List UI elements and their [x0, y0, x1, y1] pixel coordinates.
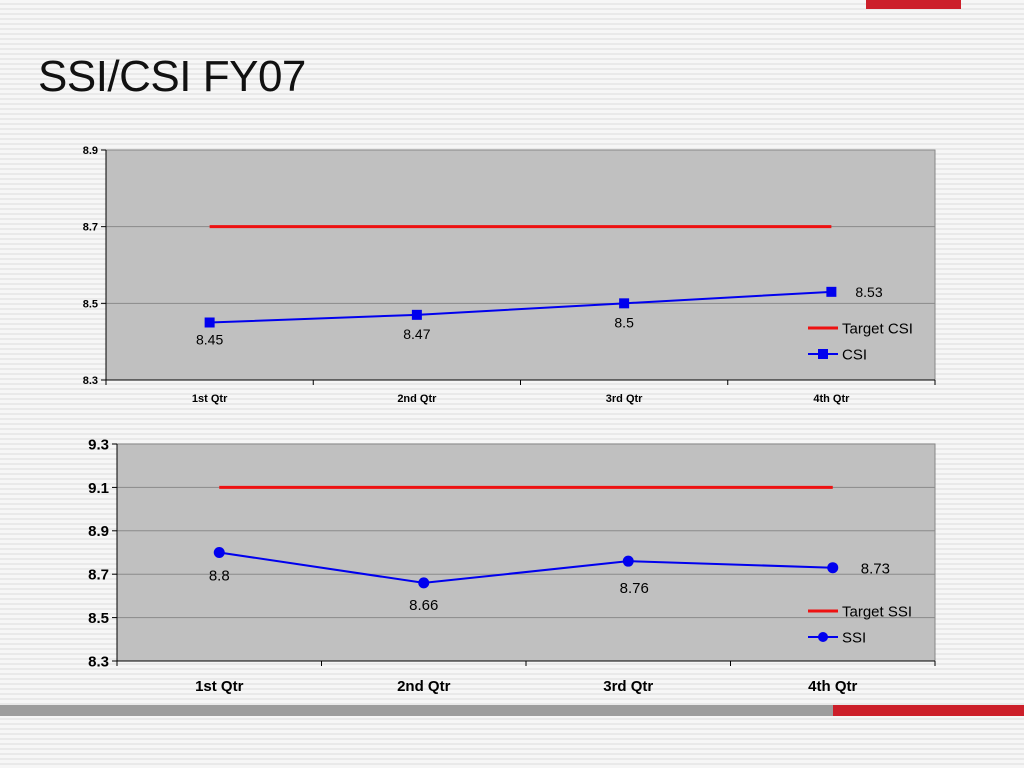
bottom-divider-bar [0, 705, 1024, 716]
csi-point [204, 317, 215, 328]
ssi-point [213, 547, 225, 558]
legend-target-ssi-label: Target SSI [842, 603, 912, 620]
csi-ytick-label: 8.3 [83, 375, 98, 387]
legend-ssi-marker [818, 632, 828, 642]
legend-csi-label: CSI [842, 346, 867, 363]
csi-ytick-label: 8.5 [83, 298, 98, 310]
ssi-ytick-label: 9.1 [88, 480, 109, 497]
csi-point [411, 309, 422, 320]
ssi-ytick-label: 9.3 [88, 436, 109, 453]
ssi-line [219, 551, 833, 584]
ssi-data-label: 8.8 [209, 568, 230, 585]
ssi-plot-area [116, 443, 936, 662]
ssi-category-label: 3rd Qtr [603, 678, 653, 695]
ssi-chart: 8.3 8.5 8.7 8.9 9.1 9.3 1st Qtr 2nd Qtr 3rd Qtr 4… [88, 436, 936, 695]
csi-data-label: 8.53 [855, 284, 882, 300]
csi-data-label: 8.47 [403, 326, 430, 342]
legend-ssi-label: SSI [842, 629, 866, 646]
csi-category-label: 2nd Qtr [397, 393, 437, 405]
ssi-point [622, 555, 634, 567]
csi-category-label: 1st Qtr [192, 393, 228, 405]
csi-ytick-label: 8.7 [83, 222, 98, 234]
ssi-point [827, 562, 839, 574]
csi-ytick-label: 8.9 [83, 145, 98, 157]
csi-data-label: 8.45 [196, 332, 223, 348]
legend-csi-marker [818, 349, 828, 359]
slide-title: SSI/CSI FY07 [38, 52, 306, 101]
bottom-accent-bar [833, 705, 1024, 716]
ssi-ytick-label: 8.3 [88, 653, 109, 670]
csi-point [826, 286, 837, 297]
csi-data-label: 8.5 [614, 314, 634, 330]
ssi-data-label: 8.66 [409, 597, 438, 614]
csi-category-label: 3rd Qtr [606, 393, 643, 405]
legend-target-csi-label: Target CSI [842, 320, 913, 337]
csi-category-label: 4th Qtr [813, 393, 850, 405]
ssi-ytick-label: 8.5 [88, 610, 109, 627]
csi-chart: 8.3 8.5 8.7 8.9 1st Qtr 2nd Qtr 3rd Qtr 4th Qtr… [83, 145, 936, 405]
ssi-category-label: 1st Qtr [195, 678, 244, 695]
ssi-ytick-label: 8.9 [88, 523, 109, 540]
csi-plot-area [105, 149, 936, 381]
top-accent-bar [866, 0, 961, 9]
ssi-data-label: 8.76 [620, 580, 649, 597]
ssi-category-label: 2nd Qtr [397, 678, 450, 695]
csi-line [209, 290, 832, 324]
csi-point [619, 298, 630, 309]
ssi-category-label: 4th Qtr [808, 678, 857, 695]
ssi-data-label: 8.73 [861, 561, 890, 578]
ssi-point [418, 577, 430, 589]
ssi-ytick-label: 8.7 [88, 567, 109, 584]
